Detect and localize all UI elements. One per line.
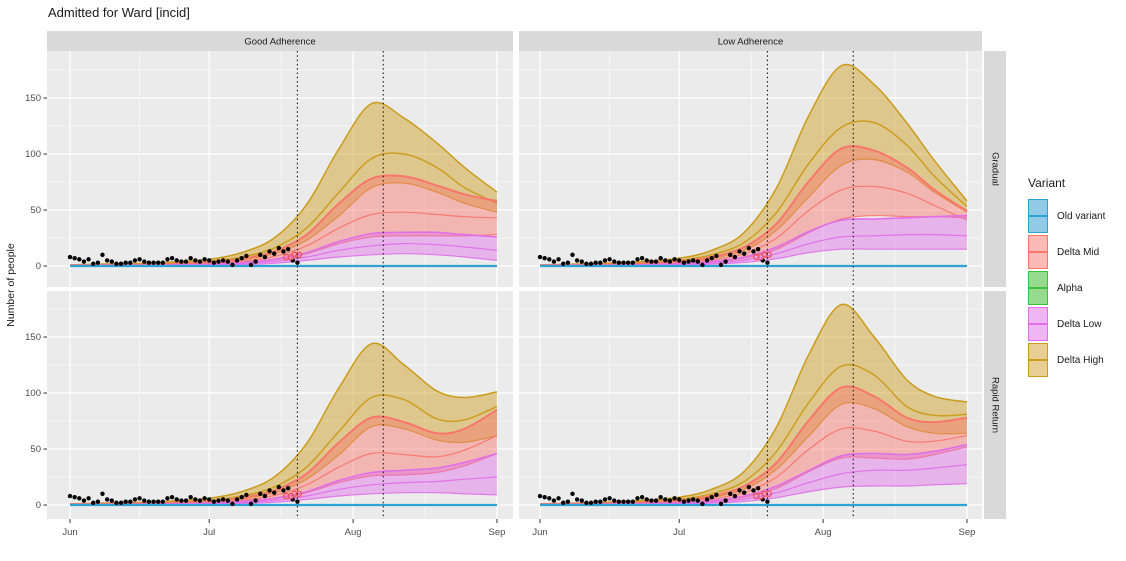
svg-text:Jul: Jul — [673, 527, 685, 538]
observed-points — [67, 245, 303, 268]
facet-strip-row: Gradual — [984, 51, 1006, 287]
legend-key-midline — [1029, 323, 1047, 325]
observed-points — [537, 484, 773, 507]
svg-text:0: 0 — [36, 500, 41, 511]
svg-text:100: 100 — [25, 388, 41, 399]
svg-text:Rapid Return: Rapid Return — [989, 377, 1000, 433]
legend-key-midline — [1029, 215, 1047, 217]
legend-key-old-variant — [1028, 199, 1048, 233]
svg-text:Low Adherence: Low Adherence — [718, 37, 784, 48]
legend-label-delta-mid: Delta Mid — [1057, 246, 1100, 258]
y-axis: 0 50 100 150 — [25, 93, 47, 272]
legend-title: Variant — [1028, 176, 1066, 190]
svg-text:Aug: Aug — [815, 527, 832, 538]
legend-entry-old-variant: Old variant — [1028, 199, 1105, 233]
observed-points — [67, 484, 303, 507]
svg-text:0: 0 — [36, 261, 41, 272]
legend-key-delta-high — [1028, 343, 1048, 377]
svg-text:Sep: Sep — [489, 527, 506, 538]
legend-entry-delta-high: Delta High — [1028, 343, 1105, 377]
svg-text:Sep: Sep — [959, 527, 976, 538]
legend-key-delta-low — [1028, 307, 1048, 341]
legend-label-delta-high: Delta High — [1057, 354, 1104, 366]
legend-entry-alpha: Alpha — [1028, 271, 1105, 305]
svg-text:Aug: Aug — [345, 527, 362, 538]
legend-label-alpha: Alpha — [1057, 282, 1083, 294]
panel-low-adherence-rapid-return — [519, 291, 982, 519]
facet-strip-col: Low Adherence — [519, 31, 982, 51]
y-axis-title: Number of people — [5, 243, 17, 327]
legend-key-alpha — [1028, 271, 1048, 305]
svg-text:50: 50 — [30, 444, 41, 455]
svg-text:Gradual: Gradual — [989, 152, 1000, 186]
observed-points — [537, 245, 773, 268]
svg-text:150: 150 — [25, 93, 41, 104]
legend-entry-delta-mid: Delta Mid — [1028, 235, 1105, 269]
chart-title: Admitted for Ward [incid] — [48, 5, 190, 20]
y-axis: 0 50 100 150 — [25, 332, 47, 511]
legend-entries: Old variant Delta Mid Alpha Delta Low Delta … — [1028, 199, 1105, 377]
legend-key-delta-mid — [1028, 235, 1048, 269]
legend: Variant Old variant Delta Mid Alpha Delta L… — [1028, 176, 1105, 379]
x-axis: Jun Jul Aug Sep — [532, 519, 975, 538]
legend-entry-delta-low: Delta Low — [1028, 307, 1105, 341]
legend-key-midline — [1029, 287, 1047, 289]
panel-good-adherence-rapid-return — [47, 291, 513, 519]
svg-text:Jul: Jul — [203, 527, 215, 538]
panel-good-adherence-gradual — [47, 51, 513, 287]
svg-text:Jun: Jun — [62, 527, 77, 538]
svg-text:100: 100 — [25, 149, 41, 160]
facet-strip-col: Good Adherence — [47, 31, 513, 51]
legend-label-old-variant: Old variant — [1057, 210, 1106, 222]
panel-low-adherence-gradual — [519, 51, 982, 287]
legend-label-delta-low: Delta Low — [1057, 318, 1102, 330]
legend-key-midline — [1029, 251, 1047, 253]
legend-key-midline — [1029, 359, 1047, 361]
x-axis: Jun Jul Aug Sep — [62, 519, 505, 538]
facet-strip-row: Rapid Return — [984, 291, 1006, 519]
svg-text:150: 150 — [25, 332, 41, 343]
svg-text:Good Adherence: Good Adherence — [244, 37, 315, 48]
svg-text:Jun: Jun — [532, 527, 547, 538]
svg-text:50: 50 — [30, 205, 41, 216]
